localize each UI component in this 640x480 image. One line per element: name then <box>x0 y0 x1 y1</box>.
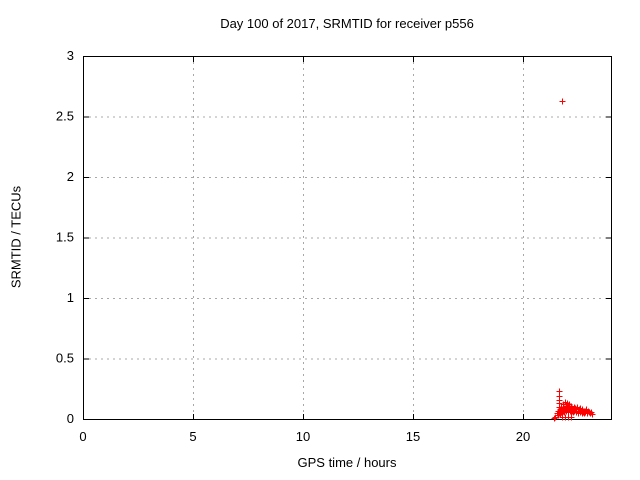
tick-marks <box>83 56 611 420</box>
y-tick-label: 0 <box>67 411 74 426</box>
x-tick-label: 20 <box>516 429 530 444</box>
y-tick-label: 2.5 <box>56 109 74 124</box>
x-axis-label: GPS time / hours <box>297 455 397 470</box>
x-tick-label: 10 <box>296 429 310 444</box>
tick-labels: 0 5 10 15 20 0 0.5 1 1.5 2 2.5 3 <box>56 48 530 444</box>
y-tick-label: 1 <box>67 290 74 305</box>
y-tick-label: 3 <box>67 48 74 63</box>
chart-title: Day 100 of 2017, SRMTID for receiver p55… <box>220 16 474 31</box>
x-tick-label: 0 <box>79 429 86 444</box>
plot-border <box>83 56 612 420</box>
grid-lines <box>83 56 611 419</box>
x-tick-label: 15 <box>406 429 420 444</box>
y-tick-label: 2 <box>67 169 74 184</box>
y-tick-label: 0.5 <box>56 351 74 366</box>
data-points <box>551 98 596 422</box>
x-tick-label: 5 <box>189 429 196 444</box>
y-tick-label: 1.5 <box>56 230 74 245</box>
